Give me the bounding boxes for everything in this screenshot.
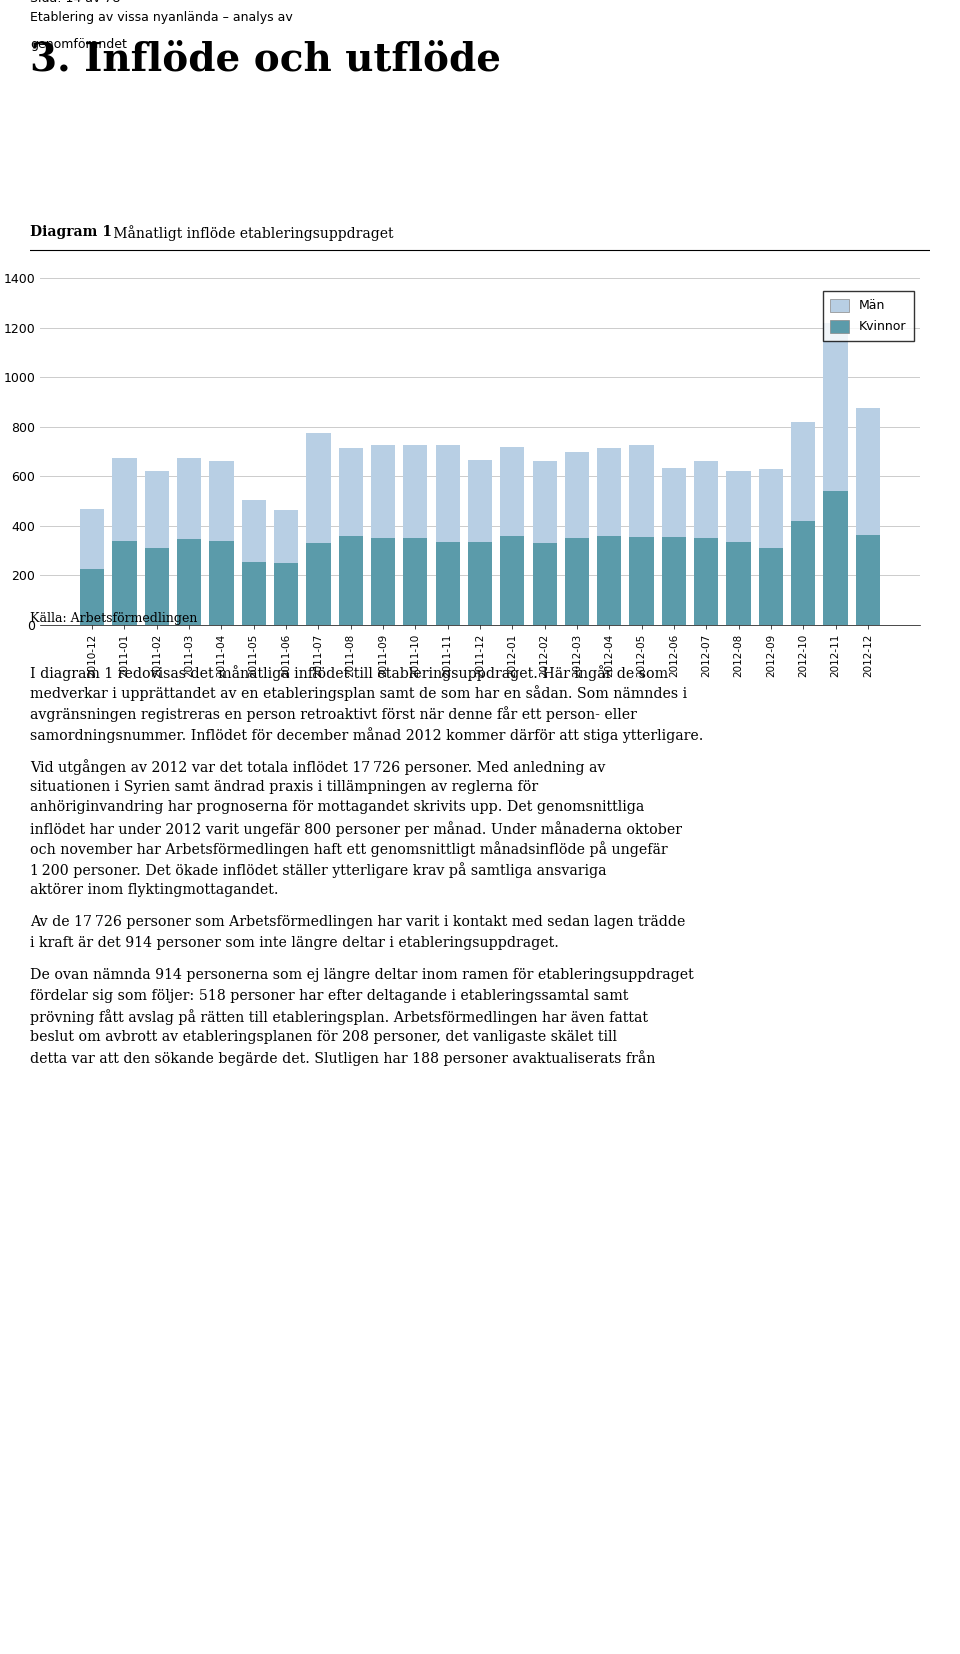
Text: 1 200 personer. Det ökade inflödet ställer ytterligare krav på samtliga ansvarig: 1 200 personer. Det ökade inflödet ställ… — [30, 862, 607, 878]
Bar — [758, 547, 783, 625]
Legend: Män, Kvinnor: Män, Kvinnor — [823, 291, 914, 341]
Bar — [500, 447, 524, 536]
Bar — [597, 448, 621, 536]
Text: situationen i Syrien samt ändrad praxis i tillämpningen av reglerna för: situationen i Syrien samt ändrad praxis … — [30, 779, 539, 794]
Bar — [824, 491, 848, 625]
Bar — [855, 534, 880, 625]
Bar — [436, 543, 460, 625]
Bar — [694, 461, 718, 538]
Bar — [371, 445, 396, 538]
Bar — [661, 538, 686, 625]
Bar — [564, 538, 589, 625]
Text: I diagram 1 redovisas det månatliga inflödet till etableringsuppdraget. Här ingå: I diagram 1 redovisas det månatliga infl… — [30, 665, 668, 681]
Bar — [306, 433, 330, 543]
Bar — [371, 538, 396, 625]
Bar — [597, 536, 621, 625]
Bar — [274, 562, 299, 625]
Text: Källa: Arbetsförmedlingen: Källa: Arbetsförmedlingen — [30, 612, 198, 625]
Bar — [661, 468, 686, 538]
Text: beslut om avbrott av etableringsplanen för 208 personer, det vanligaste skälet t: beslut om avbrott av etableringsplanen f… — [30, 1030, 617, 1044]
Bar — [630, 445, 654, 538]
Bar — [112, 458, 136, 541]
Bar — [145, 547, 169, 625]
Bar — [533, 461, 557, 543]
Text: samordningsnummer. Inflödet för december månad 2012 kommer därför att stiga ytte: samordningsnummer. Inflödet för december… — [30, 726, 704, 743]
Bar — [791, 521, 815, 625]
Bar — [80, 569, 105, 625]
Text: aktörer inom flyktingmottagandet.: aktörer inom flyktingmottagandet. — [30, 883, 278, 896]
Bar — [339, 448, 363, 536]
Bar — [694, 538, 718, 625]
Text: 3. Inflöde och utflöde: 3. Inflöde och utflöde — [30, 41, 501, 79]
Bar — [533, 543, 557, 625]
Bar — [177, 458, 202, 539]
Text: fördelar sig som följer: 518 personer har efter deltagande i etableringssamtal s: fördelar sig som följer: 518 personer ha… — [30, 989, 629, 1002]
Text: i kraft är det 914 personer som inte längre deltar i etableringsuppdraget.: i kraft är det 914 personer som inte län… — [30, 936, 559, 949]
Bar — [727, 471, 751, 543]
Text: detta var att den sökande begärde det. Slutligen har 188 personer avaktualiserat: detta var att den sökande begärde det. S… — [30, 1050, 656, 1067]
Bar — [145, 471, 169, 547]
Text: anhöriginvandring har prognoserna för mottagandet skrivits upp. Det genomsnittli: anhöriginvandring har prognoserna för mo… — [30, 801, 644, 814]
Bar — [209, 541, 233, 625]
Bar — [242, 562, 266, 625]
Bar — [306, 543, 330, 625]
Bar — [436, 445, 460, 543]
Bar — [500, 536, 524, 625]
Text: genomförandet: genomförandet — [30, 38, 127, 51]
Bar — [274, 509, 299, 562]
Bar — [403, 445, 427, 538]
Bar — [403, 538, 427, 625]
Bar — [758, 468, 783, 547]
Text: prövning fått avslag på rätten till etableringsplan. Arbetsförmedlingen har även: prövning fått avslag på rätten till etab… — [30, 1009, 648, 1025]
Text: De ovan nämnda 914 personerna som ej längre deltar inom ramen för etableringsupp: De ovan nämnda 914 personerna som ej län… — [30, 968, 694, 982]
Bar — [209, 461, 233, 541]
Text: avgränsningen registreras en person retroaktivt först när denne får ett person- : avgränsningen registreras en person retr… — [30, 706, 636, 723]
Bar — [791, 422, 815, 521]
Text: Etablering av vissa nyanlända – analys av: Etablering av vissa nyanlända – analys a… — [30, 10, 293, 23]
Text: medverkar i upprättandet av en etableringsplan samt de som har en sådan. Som näm: medverkar i upprättandet av en etablerin… — [30, 686, 687, 701]
Text: Sida: 14 av 78: Sida: 14 av 78 — [30, 0, 120, 5]
Bar — [855, 409, 880, 534]
Bar — [468, 543, 492, 625]
Text: inflödet har under 2012 varit ungefär 800 personer per månad. Under månaderna ok: inflödet har under 2012 varit ungefär 80… — [30, 820, 682, 837]
Bar — [468, 460, 492, 543]
Bar — [630, 538, 654, 625]
Bar — [112, 541, 136, 625]
Bar — [339, 536, 363, 625]
Bar — [80, 508, 105, 569]
Bar — [242, 500, 266, 562]
Bar — [727, 543, 751, 625]
Text: Månatligt inflöde etableringsuppdraget: Månatligt inflöde etableringsuppdraget — [109, 225, 394, 241]
Bar — [177, 539, 202, 625]
Text: Av de 17 726 personer som Arbetsförmedlingen har varit i kontakt med sedan lagen: Av de 17 726 personer som Arbetsförmedli… — [30, 915, 685, 930]
Bar — [564, 452, 589, 538]
Text: Vid utgången av 2012 var det totala inflödet 17 726 personer. Med anledning av: Vid utgången av 2012 var det totala infl… — [30, 759, 606, 776]
Bar — [824, 323, 848, 491]
Text: Diagram 1: Diagram 1 — [30, 225, 112, 240]
Text: och november har Arbetsförmedlingen haft ett genomsnittligt månadsinflöde på ung: och november har Arbetsförmedlingen haft… — [30, 842, 667, 857]
